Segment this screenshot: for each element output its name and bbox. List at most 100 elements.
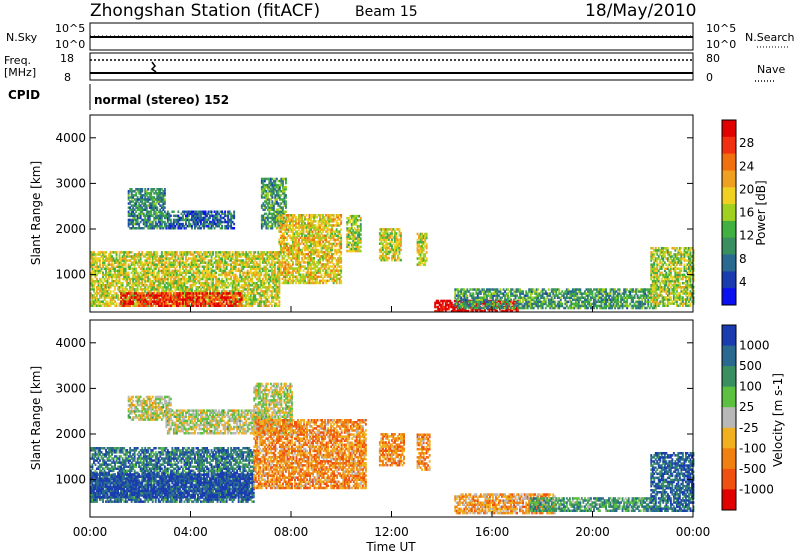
heatmap-cell [243, 271, 246, 275]
heatmap-cell [189, 279, 192, 283]
heatmap-cell [274, 198, 277, 201]
heatmap-cell [278, 267, 281, 270]
heatmap-cell [148, 290, 151, 293]
heatmap-cell [157, 281, 160, 285]
heatmap-cell [174, 263, 177, 266]
heatmap-cell [216, 267, 219, 270]
heatmap-cell [277, 224, 280, 228]
heatmap-cell [228, 253, 231, 256]
heatmap-cell [266, 294, 269, 297]
heatmap-cell [191, 300, 193, 303]
heatmap-cell [201, 253, 204, 256]
heatmap-cell [108, 294, 110, 297]
heatmap-cell [245, 284, 248, 287]
heatmap-cell [222, 279, 225, 283]
heatmap-cell [233, 261, 236, 264]
heatmap-cell [160, 304, 163, 307]
heatmap-cell [266, 255, 269, 258]
heatmap-cell [340, 234, 343, 237]
heatmap-cell [230, 275, 233, 279]
heatmap-cell [188, 222, 190, 226]
heatmap-cell [144, 298, 147, 301]
heatmap-cell [286, 236, 288, 239]
heatmap-cell [123, 294, 126, 297]
heatmap-cell [274, 196, 277, 199]
heatmap-cell [180, 288, 183, 291]
heatmap-cell [254, 263, 257, 266]
heatmap-cell [283, 238, 285, 242]
heatmap-cell [281, 232, 284, 235]
heatmap-cell [248, 279, 251, 283]
heatmap-cell [274, 194, 277, 197]
heatmap-cell [218, 263, 220, 266]
heatmap-cell [105, 290, 107, 293]
heatmap-cell [283, 271, 285, 274]
heatmap-cell [268, 206, 271, 209]
heatmap-cell [281, 236, 284, 239]
heatmap-cell [109, 296, 112, 299]
heatmap-cell [261, 292, 264, 295]
heatmap-cell [252, 281, 255, 285]
heatmap-cell [112, 275, 115, 279]
heatmap-cell [240, 292, 243, 295]
heatmap-cell [192, 218, 195, 222]
heatmap-cell [178, 296, 181, 299]
heatmap-cell [183, 284, 186, 287]
heatmap-cell [203, 259, 205, 262]
heatmap-cell [144, 220, 147, 224]
heatmap-cell [174, 296, 177, 299]
heatmap-cell [292, 277, 294, 281]
heatmap-cell [175, 265, 178, 268]
heatmap-cell [139, 302, 142, 305]
heatmap-cell [165, 294, 168, 297]
heatmap-cell [130, 261, 133, 264]
heatmap-cell [218, 269, 220, 273]
heatmap-cell [284, 250, 287, 254]
heatmap-cell [260, 271, 263, 275]
heatmap-cell [263, 261, 266, 264]
heatmap-cell [103, 286, 106, 289]
heatmap-cell [200, 277, 202, 281]
heatmap-cell [130, 198, 133, 201]
heatmap-cell [189, 284, 192, 287]
heatmap-cell [126, 292, 129, 295]
heatmap-cell [212, 281, 214, 285]
heatmap-cell [248, 284, 251, 287]
heatmap-cell [206, 302, 208, 305]
heatmap-cell [177, 302, 180, 305]
heatmap-cell [139, 210, 142, 213]
heatmap-cell [290, 220, 293, 223]
heatmap-cell [246, 269, 249, 273]
heatmap-cell [165, 224, 168, 228]
heatmap-cell [246, 257, 249, 260]
heatmap-cell [150, 194, 153, 197]
heatmap-cell [262, 216, 265, 220]
heatmap-cell [180, 277, 183, 281]
heatmap-cell [277, 208, 280, 211]
heatmap-cell [168, 288, 171, 291]
heatmap-cell [293, 228, 296, 231]
heatmap-cell [185, 279, 187, 283]
heatmap-cell [115, 292, 118, 295]
heatmap-cell [225, 277, 228, 281]
heatmap-cell [132, 269, 135, 273]
heatmap-cell [177, 275, 180, 279]
heatmap-cell [340, 265, 343, 268]
heatmap-cell [130, 290, 133, 293]
heatmap-cell [145, 218, 148, 222]
heatmap-cell [91, 265, 94, 268]
heatmap-cell [192, 214, 195, 218]
heatmap-cell [165, 281, 168, 285]
heatmap-cell [234, 300, 237, 303]
heatmap-cell [222, 269, 225, 273]
heatmap-cell [200, 288, 202, 291]
heatmap-cell [168, 304, 171, 307]
heatmap-cell [218, 261, 220, 264]
heatmap-cell [210, 286, 213, 289]
heatmap-cell [279, 224, 282, 227]
heatmap-cell [139, 296, 142, 299]
heatmap-cell [285, 210, 287, 213]
heatmap-cell [271, 183, 274, 187]
heatmap-cell [97, 259, 100, 262]
heatmap-cell [219, 259, 222, 262]
